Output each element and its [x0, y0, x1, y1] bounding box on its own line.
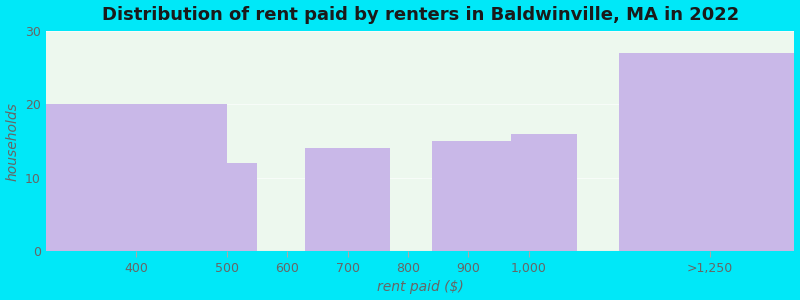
Bar	[510, 134, 577, 251]
X-axis label: rent paid ($): rent paid ($)	[377, 280, 463, 294]
Bar	[619, 53, 794, 251]
Title: Distribution of rent paid by renters in Baldwinville, MA in 2022: Distribution of rent paid by renters in …	[102, 6, 738, 24]
Bar	[306, 148, 390, 251]
Bar	[197, 163, 257, 251]
Bar	[432, 141, 510, 251]
Y-axis label: households: households	[6, 102, 19, 181]
Bar	[46, 104, 227, 251]
